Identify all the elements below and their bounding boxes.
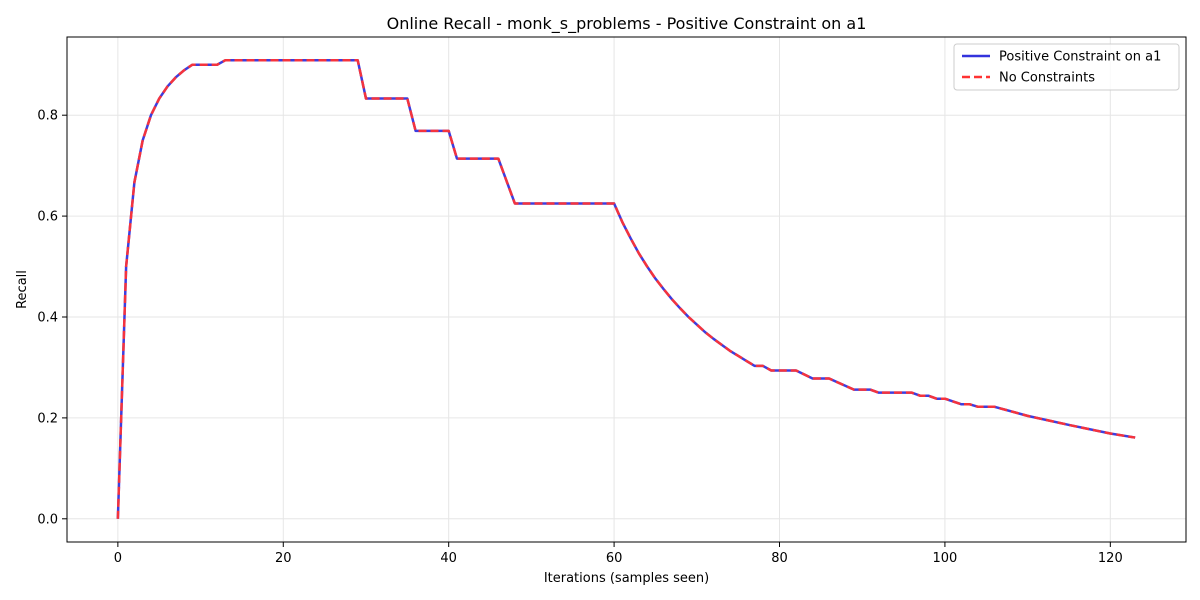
plot-frame: [66, 36, 1187, 543]
x-axis-label: Iterations (samples seen): [544, 571, 709, 586]
x-tick-label: 100: [933, 551, 958, 566]
series-layer: [116, 58, 1136, 519]
series-line-no-constraints: [116, 58, 1136, 519]
x-tick-label: 0: [114, 551, 122, 566]
legend-label-no-constraints: No Constraints: [999, 71, 1095, 86]
y-tick-label: 0.2: [37, 411, 58, 426]
axis-ticks: 0 20 40 60 80 100 120 0.0 0.2 0.4 0.6 0.8: [37, 109, 1122, 566]
y-tick-label: 0.6: [37, 210, 58, 225]
y-tick-label: 0.4: [37, 310, 58, 325]
x-tick-label: 20: [275, 551, 292, 566]
legend-label-positive-constraint: Positive Constraint on a1: [999, 50, 1161, 65]
y-axis-label: Recall: [15, 270, 30, 309]
legend-box: [953, 43, 1180, 91]
x-tick-label: 120: [1098, 551, 1123, 566]
grid-lines: [67, 37, 1186, 542]
y-tick-label: 0.0: [37, 512, 58, 527]
x-tick-label: 80: [771, 551, 788, 566]
x-tick-label: 40: [440, 551, 457, 566]
y-tick-label: 0.8: [37, 109, 58, 124]
x-tick-label: 60: [606, 551, 623, 566]
chart-title: Online Recall - monk_s_problems - Positi…: [387, 14, 867, 34]
legend: Positive Constraint on a1 No Constraints: [953, 43, 1180, 91]
